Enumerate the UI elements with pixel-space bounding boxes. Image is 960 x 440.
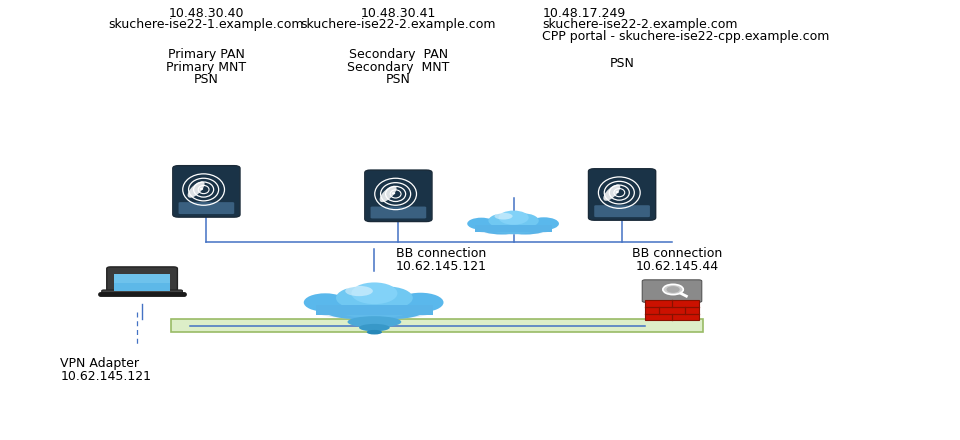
- Text: VPN Adapter: VPN Adapter: [60, 357, 139, 370]
- Text: 10.48.17.249: 10.48.17.249: [542, 7, 626, 20]
- Ellipse shape: [322, 297, 391, 319]
- Ellipse shape: [200, 188, 204, 190]
- Text: 10.62.145.121: 10.62.145.121: [396, 260, 487, 273]
- Ellipse shape: [361, 286, 413, 309]
- Ellipse shape: [468, 218, 495, 230]
- Ellipse shape: [479, 220, 524, 235]
- FancyBboxPatch shape: [107, 267, 178, 293]
- FancyBboxPatch shape: [366, 170, 431, 221]
- Bar: [475, 225, 552, 232]
- Text: 10.62.145.44: 10.62.145.44: [636, 260, 718, 273]
- FancyBboxPatch shape: [594, 205, 650, 217]
- Ellipse shape: [346, 286, 372, 296]
- Text: Primary MNT: Primary MNT: [166, 61, 247, 74]
- Text: Secondary  MNT: Secondary MNT: [348, 61, 449, 74]
- Text: BB connection: BB connection: [632, 247, 722, 260]
- FancyBboxPatch shape: [366, 170, 431, 221]
- Text: 10.48.30.40: 10.48.30.40: [169, 7, 244, 20]
- Ellipse shape: [187, 181, 204, 198]
- FancyBboxPatch shape: [365, 170, 432, 221]
- FancyBboxPatch shape: [173, 166, 240, 217]
- Text: BB connection: BB connection: [396, 247, 487, 260]
- FancyBboxPatch shape: [102, 290, 182, 294]
- Ellipse shape: [494, 213, 513, 220]
- Ellipse shape: [603, 184, 620, 201]
- Bar: [114, 275, 170, 291]
- Ellipse shape: [486, 218, 541, 234]
- FancyBboxPatch shape: [588, 169, 656, 220]
- Ellipse shape: [615, 191, 619, 193]
- Text: PSN: PSN: [194, 73, 219, 86]
- Ellipse shape: [358, 297, 427, 319]
- Ellipse shape: [379, 186, 396, 202]
- Ellipse shape: [503, 220, 548, 235]
- Text: skuchere-ise22-2.example.com: skuchere-ise22-2.example.com: [300, 18, 496, 32]
- FancyBboxPatch shape: [174, 166, 239, 217]
- Ellipse shape: [351, 282, 397, 304]
- Ellipse shape: [662, 284, 684, 295]
- Text: Primary PAN: Primary PAN: [168, 48, 245, 62]
- Ellipse shape: [392, 192, 396, 194]
- Ellipse shape: [476, 225, 551, 235]
- Text: 10.62.145.121: 10.62.145.121: [60, 370, 152, 383]
- Ellipse shape: [489, 213, 522, 228]
- FancyBboxPatch shape: [171, 319, 703, 332]
- Ellipse shape: [529, 217, 559, 230]
- Ellipse shape: [505, 213, 539, 228]
- Ellipse shape: [336, 286, 388, 309]
- FancyBboxPatch shape: [588, 169, 656, 220]
- Ellipse shape: [303, 293, 347, 312]
- FancyBboxPatch shape: [365, 170, 432, 221]
- Text: skuchere-ise22-1.example.com: skuchere-ise22-1.example.com: [108, 18, 304, 32]
- Ellipse shape: [367, 330, 382, 334]
- FancyBboxPatch shape: [589, 169, 655, 220]
- FancyBboxPatch shape: [642, 280, 702, 302]
- Text: skuchere-ise22-2.example.com: skuchere-ise22-2.example.com: [542, 18, 738, 32]
- Ellipse shape: [348, 316, 401, 328]
- Text: Secondary  PAN: Secondary PAN: [348, 48, 448, 62]
- Ellipse shape: [498, 211, 529, 225]
- Ellipse shape: [359, 324, 390, 331]
- Ellipse shape: [397, 293, 444, 312]
- FancyBboxPatch shape: [371, 206, 426, 218]
- Bar: [645, 300, 699, 320]
- FancyBboxPatch shape: [179, 202, 234, 214]
- Text: PSN: PSN: [386, 73, 411, 86]
- FancyBboxPatch shape: [173, 166, 240, 217]
- Text: CPP portal - skuchere-ise22-cpp.example.com: CPP portal - skuchere-ise22-cpp.example.…: [542, 30, 829, 44]
- FancyBboxPatch shape: [174, 166, 239, 217]
- Text: PSN: PSN: [610, 57, 635, 70]
- Bar: [316, 305, 433, 315]
- Text: 10.48.30.41: 10.48.30.41: [361, 7, 436, 20]
- Ellipse shape: [317, 305, 432, 319]
- Ellipse shape: [666, 286, 680, 293]
- FancyBboxPatch shape: [589, 169, 655, 220]
- Bar: [104, 293, 180, 295]
- Bar: [114, 275, 170, 283]
- Ellipse shape: [332, 294, 417, 319]
